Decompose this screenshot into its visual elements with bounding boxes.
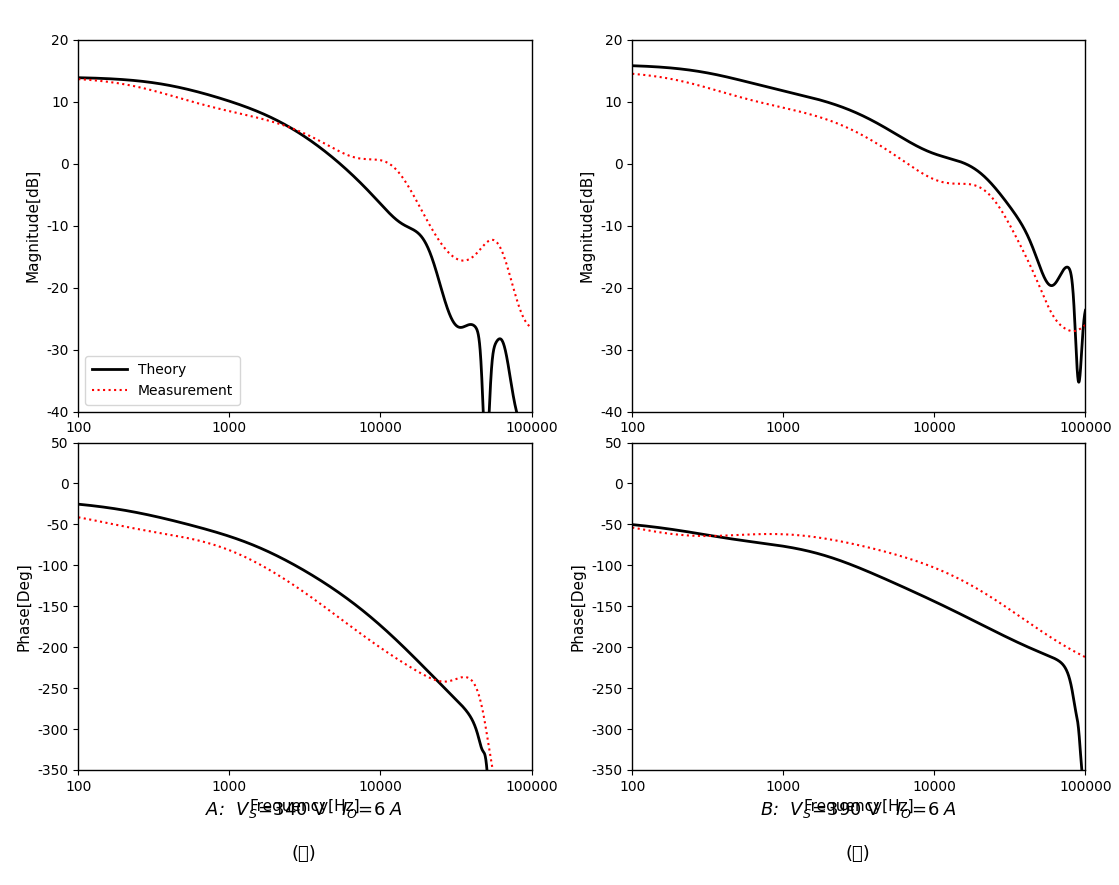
Theory — [245, 104, 258, 114]
Line: Measurement: Measurement — [78, 79, 532, 327]
Theory — [123, 75, 137, 86]
Measurement — [150, 87, 163, 97]
Theory — [516, 422, 529, 433]
Measurement — [467, 250, 480, 261]
X-axis label: Frequency[Hz]: Frequency[Hz] — [250, 799, 360, 814]
Measurement — [72, 73, 85, 84]
Theory — [265, 112, 279, 123]
Y-axis label: Magnitude[dB]: Magnitude[dB] — [580, 169, 594, 282]
Line: Theory: Theory — [78, 78, 532, 456]
Theory — [150, 78, 163, 88]
Theory — [479, 450, 492, 461]
Text: $A$:  $V_S\!=\!340\;\mathrm{V}$   $I_O\!=\!6\;A$: $A$: $V_S\!=\!340\;\mathrm{V}$ $I_O\!=\!… — [206, 800, 403, 820]
X-axis label: Frequency[Hz]: Frequency[Hz] — [803, 799, 914, 814]
Measurement — [525, 322, 538, 333]
Y-axis label: Phase[Deg]: Phase[Deg] — [17, 562, 31, 650]
Theory — [525, 429, 538, 440]
Y-axis label: Phase[Deg]: Phase[Deg] — [571, 562, 585, 650]
Y-axis label: Magnitude[dB]: Magnitude[dB] — [26, 169, 40, 282]
Measurement — [516, 311, 529, 321]
Legend: Theory, Measurement: Theory, Measurement — [85, 356, 241, 404]
Text: (나): (나) — [846, 845, 871, 863]
Theory — [467, 320, 480, 331]
Measurement — [265, 116, 279, 127]
Text: $B$:  $V_S\!=\!390\;\mathrm{V}$   $I_O\!=\!6\;A$: $B$: $V_S\!=\!390\;\mathrm{V}$ $I_O\!=\!… — [760, 800, 957, 820]
Measurement — [245, 112, 258, 122]
Measurement — [123, 80, 137, 90]
Theory — [72, 73, 85, 83]
Text: (가): (가) — [292, 845, 317, 863]
